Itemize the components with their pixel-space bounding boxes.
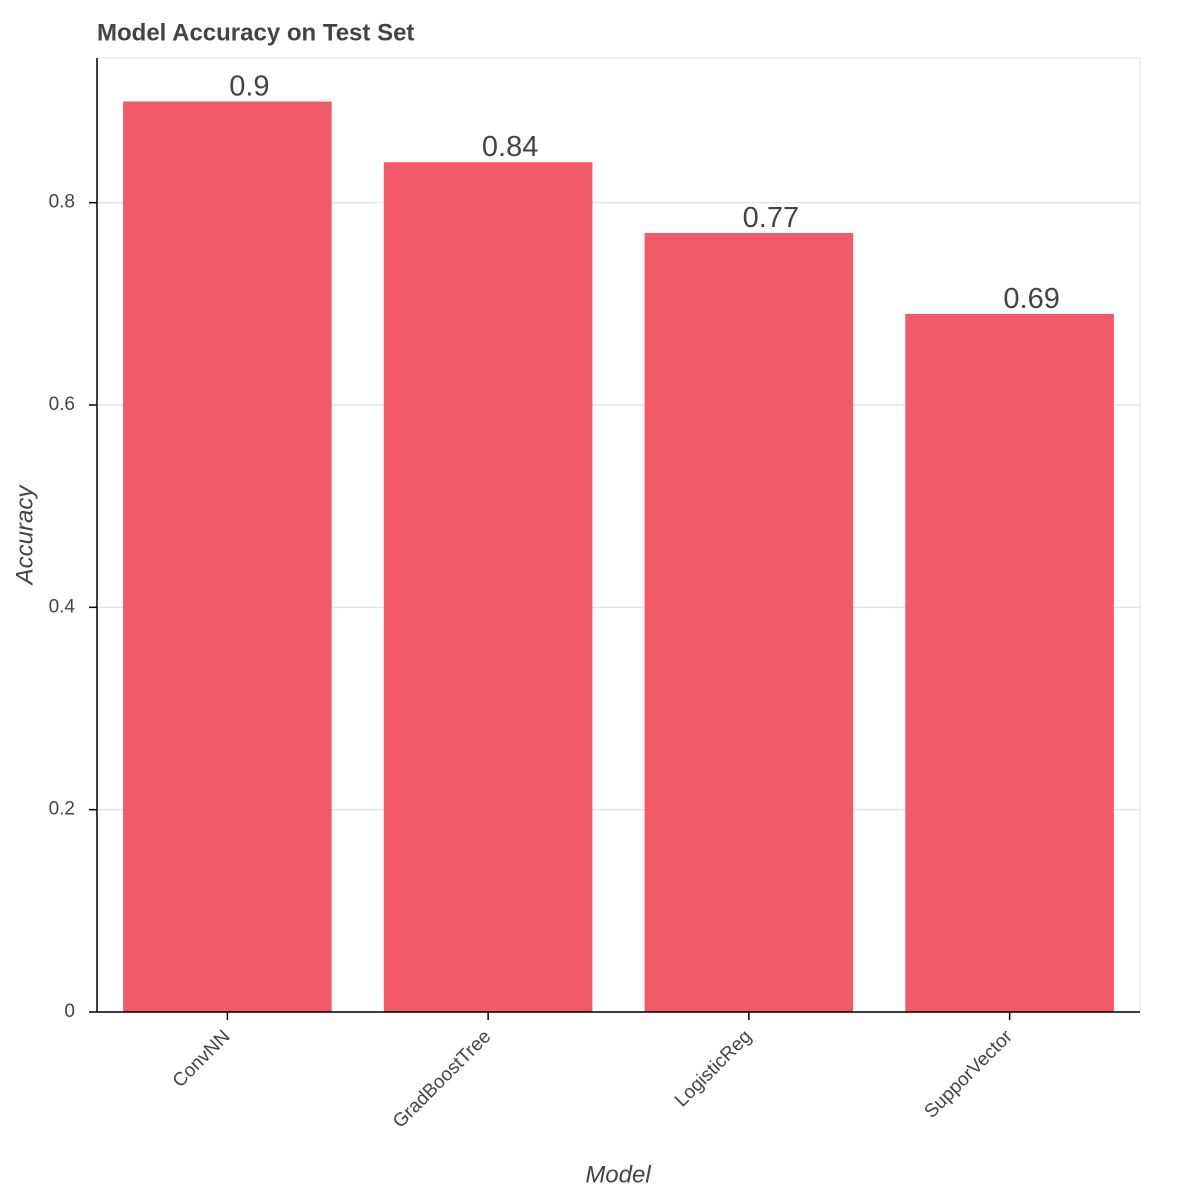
value-label: 0.9 <box>229 71 269 103</box>
bar <box>905 313 1114 1012</box>
y-tick-label: 0.6 <box>49 394 75 415</box>
value-label: 0.69 <box>1003 283 1059 315</box>
x-tick-label: GradBoostTree <box>389 1026 495 1132</box>
value-label: 0.77 <box>743 202 799 234</box>
y-tick-label: 0.2 <box>49 799 75 820</box>
y-tick-label: 0.4 <box>49 596 76 617</box>
value-label: 0.84 <box>482 131 538 163</box>
bar <box>644 233 854 1013</box>
x-tick-label: ConvNN <box>169 1026 235 1092</box>
y-axis-label: Accuracy <box>11 484 38 587</box>
chart-title: Model Accuracy on Test Set <box>97 19 414 46</box>
y-tick-label: 0.8 <box>49 192 75 213</box>
x-tick-label: SupporVector <box>920 1026 1017 1123</box>
y-tick-label: 0 <box>64 1001 75 1022</box>
bar <box>123 101 332 1012</box>
x-axis-label: Model <box>585 1161 651 1188</box>
bar <box>383 162 593 1012</box>
x-tick-label: LogisticReg <box>671 1026 756 1111</box>
